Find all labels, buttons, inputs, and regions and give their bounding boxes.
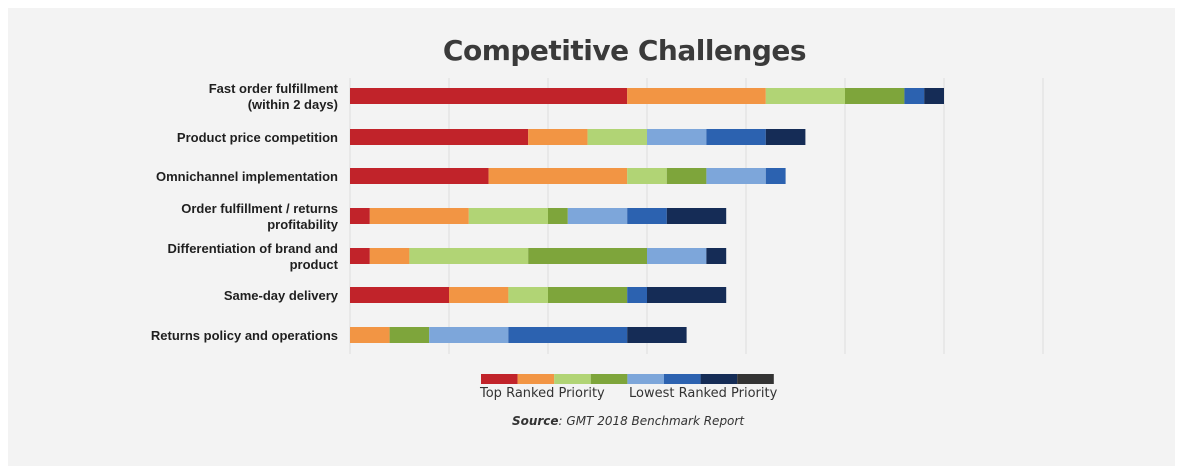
legend-swatch [554, 374, 591, 384]
chart-title: Competitive Challenges [442, 34, 807, 67]
legend-swatch [737, 374, 774, 384]
bar-segment [647, 129, 707, 145]
legend-high-label: Lowest Ranked Priority [629, 386, 778, 401]
bar-segment [706, 129, 766, 145]
bar-segment [706, 168, 766, 184]
bar-segment [508, 327, 628, 343]
bar-segment [389, 327, 430, 343]
bar-segment [627, 327, 687, 343]
bar-segment [627, 208, 667, 224]
bar-segment [488, 168, 628, 184]
bar-segment [468, 208, 548, 224]
chart-panel [8, 8, 1175, 466]
bar-segment [666, 208, 727, 224]
bar-segment [449, 287, 509, 303]
category-label: Fast order fulfillment [209, 81, 339, 96]
bar-segment [369, 248, 410, 264]
bar-segment [350, 287, 449, 303]
bar-segment [706, 248, 727, 264]
bar-segment [627, 88, 766, 104]
bar-segment [627, 168, 667, 184]
bar-segment [924, 88, 944, 104]
bar-segment [528, 248, 647, 264]
bar-segment [765, 88, 845, 104]
bar-segment [350, 208, 370, 224]
bar-segment [548, 287, 628, 303]
source-text: : GMT 2018 Benchmark Report [558, 414, 745, 428]
legend-swatch [700, 374, 738, 384]
bar-segment [567, 208, 628, 224]
bar-segment [429, 327, 509, 343]
bar-segment [666, 168, 707, 184]
category-label: Order fulfillment / returns [181, 201, 338, 216]
bar-segment [765, 168, 786, 184]
bar-segment [350, 168, 489, 184]
bar-segment [350, 129, 529, 145]
bar-segment [528, 129, 588, 145]
bar-segment [627, 287, 647, 303]
legend-swatch [481, 374, 518, 384]
category-label: (within 2 days) [248, 97, 338, 112]
category-label: product [290, 257, 339, 272]
bar-segment [587, 129, 647, 145]
bar-segment [350, 248, 370, 264]
legend-swatch [590, 374, 628, 384]
legend-low-label: Top Ranked Priority [480, 386, 605, 401]
category-label: Omnichannel implementation [156, 169, 338, 184]
category-label: Same-day delivery [224, 288, 339, 303]
bar-segment [409, 248, 529, 264]
bar-segment [369, 208, 469, 224]
bar-segment [350, 327, 390, 343]
source-label: Source [511, 414, 559, 428]
legend-swatch [517, 374, 555, 384]
bar-segment [508, 287, 548, 303]
category-label: profitability [267, 217, 339, 232]
source-note: Source: GMT 2018 Benchmark Report [0, 414, 1181, 428]
category-label: Returns policy and operations [151, 328, 338, 343]
category-label: Product price competition [177, 130, 338, 145]
bar-segment [548, 208, 568, 224]
bar-segment [350, 88, 628, 104]
bar-segment [845, 88, 905, 104]
legend-swatch [627, 374, 664, 384]
bar-segment [647, 248, 707, 264]
bar-segment [647, 287, 727, 303]
bar-segment [765, 129, 806, 145]
legend-swatch [664, 374, 701, 384]
category-label: Differentiation of brand and [168, 241, 339, 256]
bar-segment [904, 88, 925, 104]
